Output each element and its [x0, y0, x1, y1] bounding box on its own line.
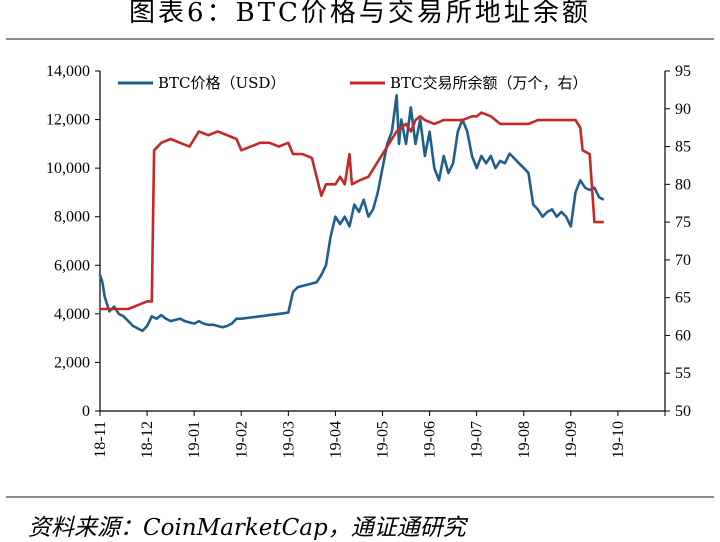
y-left-tick-label: 12,000 — [46, 112, 90, 129]
y-right-tick-label: 60 — [675, 327, 691, 344]
legend-label-1: BTC价格（USD） — [158, 74, 285, 92]
x-tick-label: 19-05 — [375, 421, 392, 458]
series-line-1 — [98, 94, 605, 333]
chart-title: 图表6：BTC价格与交易所地址余额 — [129, 0, 591, 28]
y-left-tick-label: 10,000 — [46, 160, 90, 177]
x-tick-label: 18-11 — [92, 421, 109, 458]
y-left-tick-label: 8,000 — [54, 209, 90, 226]
source-note: 资料来源：CoinMarketCap，通证通研究 — [28, 515, 466, 541]
y-right-tick-label: 80 — [675, 176, 691, 193]
y-right-tick-label: 95 — [675, 63, 691, 80]
y-right-tick-label: 85 — [675, 139, 691, 156]
legend-label-2: BTC交易所余额（万个，右） — [390, 74, 588, 92]
x-tick-label: 19-02 — [233, 421, 250, 458]
top-rule — [6, 38, 714, 40]
x-tick-label: 19-04 — [327, 421, 344, 458]
x-tick-label: 19-01 — [186, 421, 203, 458]
x-tick-label: 19-09 — [563, 421, 580, 458]
y-left-tick-label: 6,000 — [54, 257, 90, 274]
y-right-tick-label: 90 — [675, 101, 691, 118]
series-lines — [98, 94, 605, 333]
y-left-tick-label: 0 — [82, 403, 90, 420]
x-tick-label: 19-08 — [516, 421, 533, 458]
y-right-tick-label: 65 — [675, 290, 691, 307]
chart-legend: BTC价格（USD） BTC交易所余额（万个，右） — [118, 74, 588, 92]
y-right-tick-label: 55 — [675, 365, 691, 382]
x-tick-label: 18-12 — [139, 421, 156, 458]
y-right-tick-label: 70 — [675, 252, 691, 269]
x-tick-label: 19-06 — [422, 421, 439, 458]
y-left-tick-label: 4,000 — [54, 306, 90, 323]
y-left-tick-label: 14,000 — [46, 63, 90, 80]
chart-axes: 0 2,000 4,000 6,000 8,000 10,000 12,000 14,000 5… — [46, 63, 691, 458]
bottom-rule — [6, 496, 714, 498]
series-line-2 — [100, 111, 604, 311]
y-right-tick-label: 75 — [675, 214, 691, 231]
x-tick-label: 19-10 — [610, 421, 627, 458]
x-tick-label: 19-03 — [280, 421, 297, 458]
y-right-tick-label: 50 — [675, 403, 691, 420]
y-left-tick-label: 2,000 — [54, 354, 90, 371]
x-tick-label: 19-07 — [469, 421, 486, 458]
